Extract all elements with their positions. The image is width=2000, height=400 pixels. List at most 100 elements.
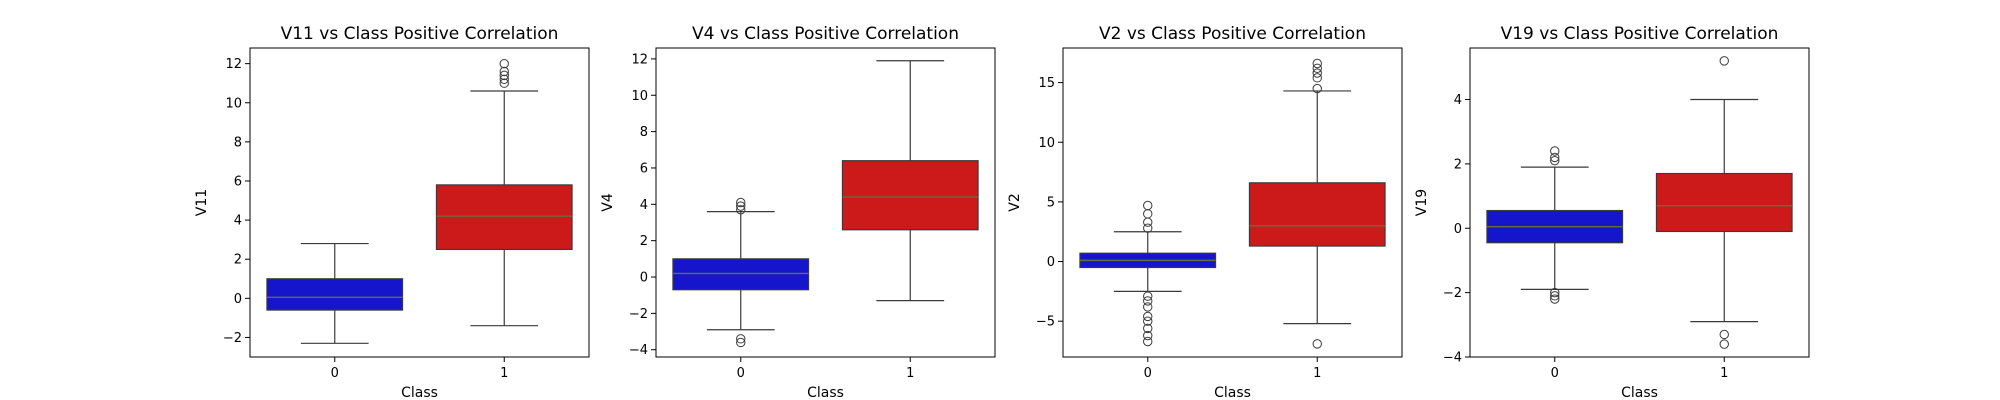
y-tick-label: 15 (1038, 76, 1055, 91)
x-tick-label: 0 (331, 366, 339, 381)
x-tick-label: 1 (906, 366, 914, 381)
outlier-point (736, 337, 746, 348)
y-tick-label: 12 (631, 52, 648, 67)
chart-title: V19 vs Class Positive Correlation (1501, 24, 1779, 44)
outlier-point (1550, 146, 1560, 156)
outlier-point (1143, 217, 1153, 227)
outlier-point (1143, 200, 1153, 211)
outlier-point (1143, 330, 1153, 341)
box-class-1 (1655, 56, 1793, 349)
chart-title: V11 vs Class Positive Correlation (281, 24, 559, 44)
y-axis-label: V11 (194, 189, 210, 216)
outlier-point (736, 197, 746, 208)
outlier-point (1550, 287, 1560, 298)
box-class-0 (266, 242, 404, 344)
box-class-1 (841, 60, 979, 302)
y-axis-label: V2 (1007, 193, 1023, 211)
outlier-point (1143, 323, 1153, 334)
plot-frame (1062, 47, 1403, 358)
y-tick-label: 6 (234, 174, 242, 189)
outlier-point (1143, 311, 1153, 322)
y-tick-label: 0 (234, 292, 242, 307)
box-class-1 (1248, 58, 1386, 349)
y-tick-label: −4 (629, 343, 648, 358)
y-tick-label: −2 (223, 331, 242, 346)
y-tick-label: 10 (631, 89, 648, 104)
y-tick-label: −2 (629, 307, 648, 322)
x-axis-label: Class (1621, 385, 1658, 400)
x-axis-label: Class (1214, 385, 1251, 400)
outlier-point (736, 201, 746, 211)
outlier-point (1312, 73, 1322, 83)
outlier-point (1550, 152, 1560, 163)
chart-title: V4 vs Class Positive Correlation (692, 24, 959, 44)
y-tick-label: 4 (1454, 93, 1462, 108)
chart-panel-4: −4 −2 0 2 4 0 1 V19 vs Class Positive Correlati… (1414, 24, 1810, 400)
outlier-point (1550, 294, 1560, 304)
chart-panel-2: −4 −2 0 2 4 6 8 10 12 0 1 V4 vs Class Positive Corr… (600, 24, 996, 400)
box-class-1 (435, 58, 573, 327)
outlier-point (1143, 316, 1153, 326)
outlier-point (1312, 63, 1322, 73)
outlier-point (1312, 83, 1322, 94)
y-axis-label: V19 (1414, 189, 1430, 216)
outlier-point (1143, 296, 1153, 306)
y-tick-label: 12 (225, 57, 242, 72)
y-tick-label: −4 (1443, 351, 1462, 366)
plot-frame (655, 47, 996, 358)
outlier-point (1143, 209, 1153, 219)
box-class-0 (1079, 200, 1217, 347)
y-tick-label: 10 (225, 96, 242, 111)
iqr-box (1655, 172, 1793, 233)
plot-frame (249, 47, 590, 358)
plot-frame (1469, 47, 1810, 358)
y-tick-label: 0 (640, 271, 648, 286)
iqr-box (841, 160, 979, 231)
outlier-point (1143, 223, 1153, 233)
x-tick-label: 0 (737, 366, 745, 381)
chart-panel-3: −5 0 5 10 15 0 1 V2 vs Class Positive Correlati… (1007, 24, 1403, 400)
y-tick-label: 2 (234, 253, 242, 268)
iqr-box (435, 184, 573, 251)
iqr-box (672, 258, 810, 291)
chart-title: V2 vs Class Positive Correlation (1099, 24, 1366, 44)
y-tick-label: 8 (234, 135, 242, 150)
outlier-point (1550, 291, 1560, 301)
outlier-point (1719, 329, 1729, 340)
outlier-point (1719, 339, 1729, 349)
y-tick-label: 4 (640, 198, 648, 213)
outlier-point (736, 205, 746, 215)
iqr-box (266, 278, 404, 311)
y-tick-label: −2 (1443, 286, 1462, 301)
y-tick-label: 4 (234, 214, 242, 229)
x-tick-label: 0 (1144, 366, 1152, 381)
x-axis-label: Class (807, 385, 844, 400)
iqr-box (1248, 182, 1386, 247)
y-axis-label: V4 (600, 193, 616, 212)
outlier-point (499, 58, 509, 69)
y-tick-label: 0 (1454, 222, 1462, 237)
outlier-point (1312, 339, 1322, 349)
outlier-point (499, 70, 509, 81)
x-tick-label: 0 (1551, 366, 1559, 381)
outlier-point (1143, 302, 1153, 312)
outlier-point (1550, 155, 1560, 166)
y-tick-label: −5 (1036, 315, 1055, 330)
outlier-point (499, 78, 509, 88)
outlier-point (1719, 56, 1729, 66)
y-tick-label: 10 (1038, 136, 1055, 151)
y-tick-label: 0 (1047, 255, 1055, 270)
y-tick-label: 6 (640, 161, 648, 176)
outlier-point (1312, 68, 1322, 78)
y-tick-label: 8 (640, 125, 648, 140)
outlier-point (499, 74, 509, 84)
box-class-0 (1486, 146, 1624, 304)
outlier-point (736, 334, 746, 344)
outlier-point (499, 66, 509, 77)
y-tick-label: 5 (1047, 195, 1055, 210)
outlier-point (1143, 336, 1153, 347)
outlier-point (1312, 58, 1322, 69)
x-axis-label: Class (401, 385, 438, 400)
chart-panel-1: −2 0 2 4 6 8 10 12 0 1 V11 vs Class Positive Corre… (194, 24, 590, 400)
